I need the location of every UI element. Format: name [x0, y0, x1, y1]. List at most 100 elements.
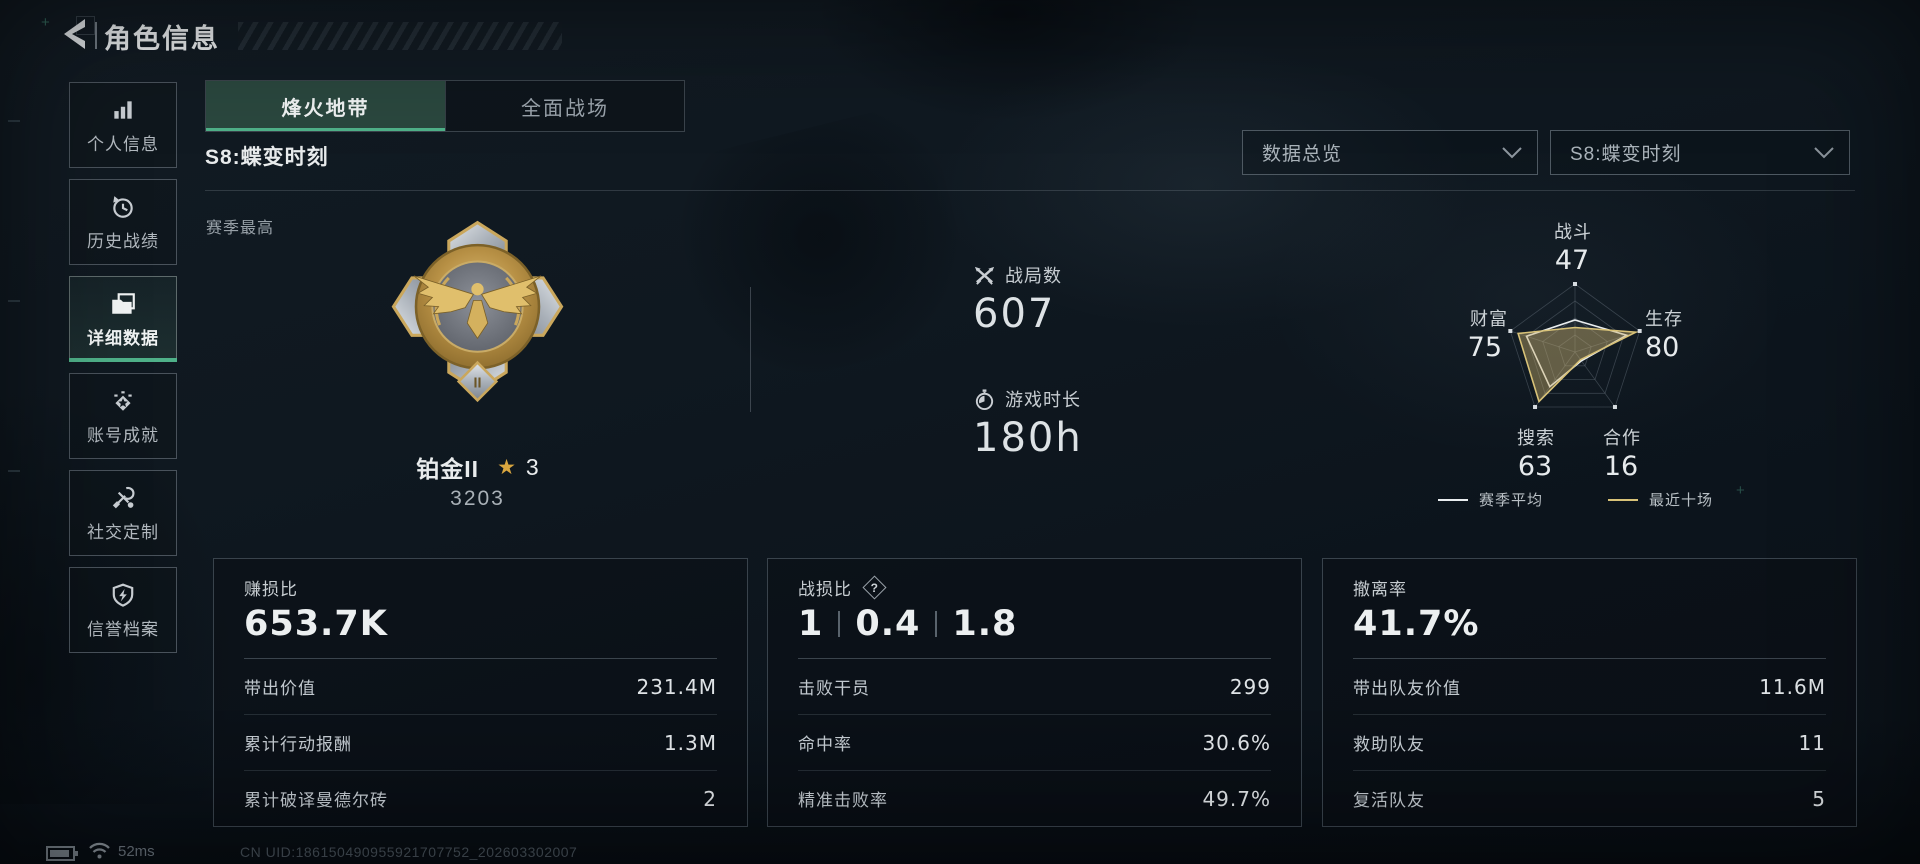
sidebar-item-social[interactable]: 社交定制 — [69, 470, 177, 556]
legend-recent-ten: 最近十场 — [1608, 489, 1713, 510]
crossed-swords-icon — [974, 266, 995, 285]
background-haze — [1267, 138, 1788, 459]
radar-axis-value-wealth: 75 — [1467, 332, 1502, 363]
stat-row-value: 231.4M — [636, 674, 717, 699]
stat-row-label: 累计行动报酬 — [244, 735, 352, 754]
sidebar-item-label: 社交定制 — [87, 522, 159, 542]
kd-value-part: 1 — [798, 604, 824, 644]
sidebar-item-reputation[interactable]: 信誉档案 — [69, 567, 177, 653]
title-hatch-decoration — [238, 22, 562, 50]
radar-axis-value-cooperation: 16 — [1603, 451, 1639, 482]
battle-count-label: 战局数 — [1005, 266, 1062, 286]
stat-row-label: 带出队友价值 — [1353, 679, 1461, 698]
tools-icon — [110, 484, 136, 512]
achievement-badge-icon — [110, 387, 136, 415]
chevron-down-icon — [1814, 146, 1834, 158]
back-button[interactable] — [57, 16, 91, 52]
medal-tier-diamond: II — [456, 360, 499, 403]
playtime-label: 游戏时长 — [1005, 390, 1081, 410]
radar-axis-label-survival: 生存 — [1645, 309, 1683, 329]
svg-text:II: II — [474, 376, 482, 392]
background-structure-silhouette — [820, 0, 1200, 120]
tab-full-battlefield[interactable]: 全面战场 — [445, 81, 684, 131]
dropdown-selected-value: S8:蝶变时刻 — [1570, 144, 1682, 165]
stat-row-value: 5 — [1812, 786, 1826, 811]
rank-medal: II — [375, 206, 580, 438]
dropdown-selected-value: 数据总览 — [1262, 144, 1343, 165]
season-select-dropdown[interactable]: S8:蝶变时刻 — [1550, 130, 1850, 175]
extraction-rate-card: 撤离率 41.7% 带出队友价值 11.6M 救助队友 11 复活队友 5 — [1322, 558, 1857, 827]
sidebar-item-detailed-data[interactable]: 详细数据 — [69, 276, 177, 362]
stat-row-label: 救助队友 — [1353, 735, 1425, 754]
legend-season-average: 赛季平均 — [1438, 489, 1543, 510]
stat-row-label: 精准击败率 — [798, 791, 888, 810]
folder-data-icon — [109, 290, 137, 318]
profit-loss-card: 赚损比 653.7K 带出价值 231.4M 累计行动报酬 1.3M 累计破译曼… — [213, 558, 748, 827]
sidebar-item-personal-info[interactable]: 个人信息 — [69, 82, 177, 168]
edge-tick-decoration — [8, 300, 20, 302]
title-separator — [95, 22, 97, 49]
stat-row: 累计行动报酬 1.3M — [244, 714, 717, 770]
background-satellite-dish-silhouette — [662, 98, 984, 398]
stat-row: 命中率 30.6% — [798, 714, 1271, 770]
stat-row-value: 1.3M — [663, 730, 717, 755]
card-value: 653.7K — [244, 604, 388, 644]
bar-chart-icon — [110, 96, 136, 124]
section-divider — [205, 190, 1855, 191]
stat-row-label: 命中率 — [798, 735, 852, 754]
radar-axis-value-combat: 47 — [1554, 245, 1590, 276]
stat-row-label: 复活队友 — [1353, 791, 1425, 810]
sidebar-item-label: 详细数据 — [87, 328, 159, 348]
sidebar-item-label: 个人信息 — [87, 134, 159, 154]
sidebar-item-label: 历史战绩 — [87, 231, 159, 251]
card-title: 战损比 — [798, 580, 852, 599]
kd-ratio-card: 战损比 ? 1 0.4 1.8 击败干员 299 命中率 30.6% 精准击败率 — [767, 558, 1302, 827]
value-separator — [935, 611, 938, 637]
mode-tab-bar: 烽火地带 全面战场 — [205, 80, 685, 132]
rank-row: 铂金II ★ 3 — [330, 450, 625, 484]
data-overview-dropdown[interactable]: 数据总览 — [1242, 130, 1538, 175]
value-separator — [838, 611, 841, 637]
sidebar-item-label: 账号成就 — [87, 425, 159, 445]
sidebar-item-label: 信誉档案 — [87, 619, 159, 639]
stat-row: 击败干员 299 — [798, 658, 1271, 714]
stat-row-value: 11 — [1798, 730, 1826, 755]
history-clock-icon — [110, 193, 136, 221]
stat-row: 带出队友价值 11.6M — [1353, 658, 1826, 714]
radar-chart — [1508, 282, 1642, 410]
sidebar-item-history[interactable]: 历史战绩 — [69, 179, 177, 265]
stat-row-label: 带出价值 — [244, 679, 316, 698]
star-icon: ★ — [497, 455, 516, 479]
sidebar-item-achievements[interactable]: 账号成就 — [69, 373, 177, 459]
wifi-icon — [89, 842, 110, 859]
sidebar: 个人信息 历史战绩 详细数据 — [69, 82, 177, 664]
legend-swatch-white — [1438, 498, 1468, 501]
playtime-stat: 游戏时长 180h — [973, 386, 1083, 461]
edge-tick-decoration — [8, 120, 20, 122]
stat-row-value: 2 — [703, 786, 717, 811]
rank-star-count: 3 — [525, 453, 539, 480]
card-title: 撤离率 — [1353, 580, 1407, 599]
kd-value-part: 1.8 — [952, 604, 1018, 644]
rank-name: 铂金II — [416, 456, 480, 482]
radar-axis-value-search: 63 — [1517, 451, 1553, 482]
stat-row-value: 30.6% — [1202, 730, 1271, 755]
stat-row-value: 49.7% — [1202, 786, 1271, 811]
radar-axis-value-survival: 80 — [1645, 332, 1680, 363]
help-icon[interactable]: ? — [862, 575, 887, 600]
uid-text: CN UID:186150490955921707752_20260330200… — [240, 844, 578, 860]
season-best-label: 赛季最高 — [206, 220, 275, 237]
legend-swatch-gold — [1608, 498, 1638, 501]
shield-lightning-icon — [110, 581, 136, 609]
stat-row-value: 299 — [1229, 674, 1271, 699]
card-value: 1 0.4 1.8 — [798, 604, 1271, 644]
plus-mark-decoration: + — [41, 14, 50, 31]
stat-row: 复活队友 5 — [1353, 770, 1826, 826]
tab-fire-zone[interactable]: 烽火地带 — [206, 81, 445, 131]
card-title: 赚损比 — [244, 580, 298, 599]
stat-row-label: 击败干员 — [798, 679, 870, 698]
stat-row: 精准击败率 49.7% — [798, 770, 1271, 826]
stat-row: 累计破译曼德尔砖 2 — [244, 770, 717, 826]
plus-mark-decoration: + — [1736, 482, 1745, 499]
medal-eagle — [413, 275, 542, 340]
